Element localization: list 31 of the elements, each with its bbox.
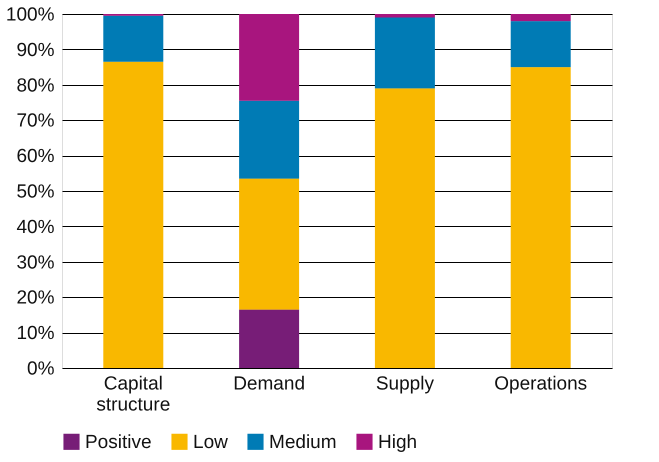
x-tick-label: Demand <box>233 374 306 394</box>
bar <box>103 62 164 368</box>
x-tick-label: Operations <box>494 374 588 394</box>
y-tick-label: 20% <box>16 288 55 309</box>
legend-label: High <box>378 432 418 453</box>
y-tick-label: 100% <box>6 4 55 26</box>
y-tick-label: 30% <box>16 252 55 274</box>
y-tick-label: 0% <box>27 358 55 380</box>
y-tick-label: 60% <box>16 146 55 168</box>
bar <box>374 18 435 88</box>
x-tick-label: Supply <box>376 374 434 394</box>
legend-label: Low <box>193 432 228 453</box>
bar <box>103 16 164 62</box>
bar <box>239 310 300 368</box>
bar <box>510 21 571 68</box>
legend-label: Positive <box>85 432 152 453</box>
bar <box>510 67 571 368</box>
bar <box>374 14 435 18</box>
y-tick-label: 70% <box>16 110 55 132</box>
x-tick-label: Capital structure <box>96 374 170 416</box>
bar <box>239 14 300 101</box>
y-tick-label: 80% <box>16 75 55 96</box>
bar <box>374 88 435 368</box>
y-tick-label: 10% <box>16 323 55 344</box>
y-tick-label: 50% <box>16 182 55 202</box>
legend-label: Medium <box>269 432 337 453</box>
y-tick-label: 90% <box>16 40 55 61</box>
bar <box>239 100 300 179</box>
bar <box>510 14 571 22</box>
bar <box>239 178 300 310</box>
y-tick-label: 40% <box>16 216 55 238</box>
